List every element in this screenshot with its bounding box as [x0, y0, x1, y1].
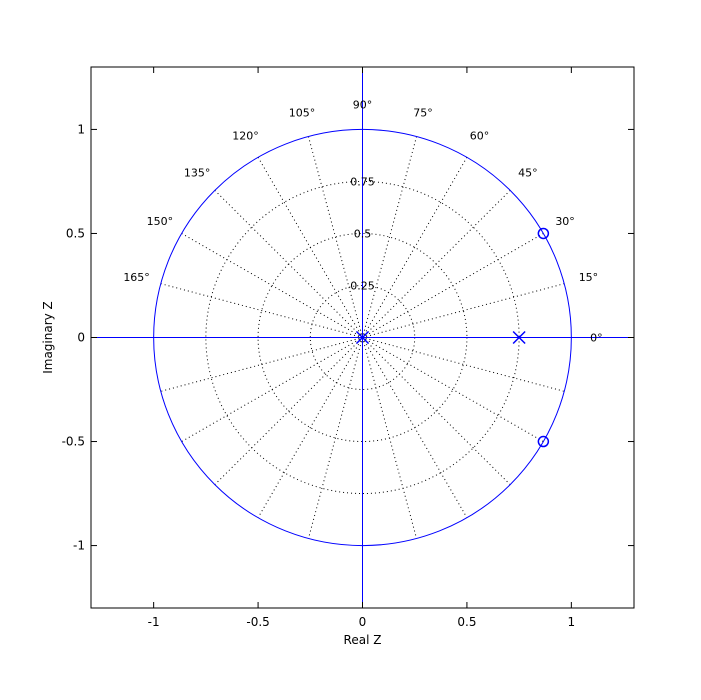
angle-label: 165° — [123, 271, 150, 284]
pole-marker — [512, 330, 526, 345]
zero-marker — [537, 227, 550, 240]
x-tick-label: -0.5 — [246, 615, 269, 629]
angle-label: 30° — [555, 215, 575, 228]
radius-label: 0.5 — [354, 227, 372, 240]
y-tick-label: 0.5 — [66, 226, 85, 240]
y-tick-label: -0.5 — [62, 435, 85, 449]
radius-label: 0.25 — [350, 279, 375, 292]
plot-axes — [90, 66, 635, 609]
radius-label: 0.75 — [350, 175, 375, 188]
x-axis-label: Real Z — [344, 633, 382, 647]
angle-label: 0° — [590, 332, 603, 345]
angle-label: 120° — [232, 130, 259, 143]
x-tick-label: 1 — [568, 615, 576, 629]
angle-label: 105° — [289, 106, 316, 119]
pole-marker — [355, 330, 370, 345]
angle-label: 90° — [353, 98, 373, 111]
x-tick-label: -1 — [148, 615, 160, 629]
pole-zero-markers — [355, 227, 550, 448]
angle-label: 150° — [147, 215, 174, 228]
y-tick-label: 0 — [77, 331, 85, 345]
pole-marker-stroke — [512, 330, 526, 345]
polar-labels: 0.25 0.5 0.75 0° 15° 30° 45° 60° 75° 90° 105° 120° 1… — [123, 98, 602, 344]
tick-labels: -1 -0.5 0 0.5 1 -1 -0.5 0 0.5 1 — [62, 122, 576, 629]
angle-label: 45° — [518, 167, 538, 180]
angle-label: 75° — [413, 106, 433, 119]
y-tick-label: 1 — [77, 122, 85, 136]
zero-marker — [537, 435, 550, 448]
angle-label: 60° — [470, 130, 490, 143]
y-tick-label: -1 — [73, 539, 85, 553]
x-tick-label: 0.5 — [457, 615, 476, 629]
angle-label: 15° — [579, 271, 599, 284]
angle-label: 135° — [184, 167, 211, 180]
y-axis-label: Imaginary Z — [41, 301, 55, 374]
x-tick-label: 0 — [359, 615, 367, 629]
pole-marker-stroke — [355, 330, 370, 345]
